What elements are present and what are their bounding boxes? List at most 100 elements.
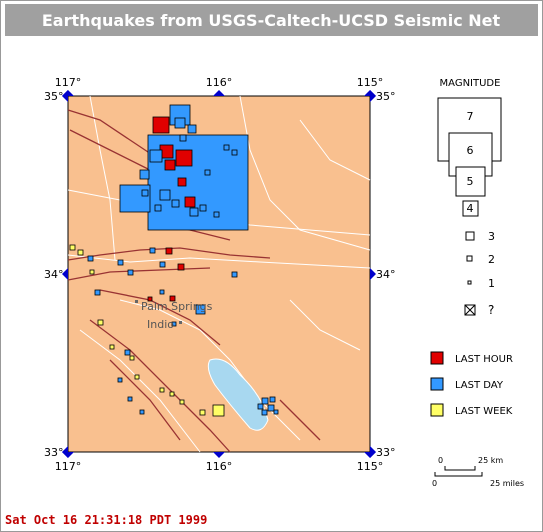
mag-box: [464, 304, 476, 316]
scale-label: 0: [432, 479, 437, 488]
road: [299, 119, 371, 181]
quake-marker: [159, 189, 171, 201]
quake-marker: [184, 196, 196, 208]
title-bar: [5, 4, 538, 36]
quake-marker: [165, 247, 173, 255]
city-marker: [179, 321, 182, 324]
mag-label: 1: [488, 277, 495, 290]
quake-marker: [171, 199, 180, 208]
quake-marker: [175, 149, 193, 167]
quake-marker: [87, 255, 94, 262]
quake-marker: [97, 319, 104, 326]
scale-label: 25 km: [478, 456, 503, 465]
quake-marker: [171, 321, 177, 327]
mag-box: [467, 280, 472, 285]
mag-box: [462, 200, 479, 217]
fault: [99, 289, 221, 346]
quake-marker: [154, 204, 162, 212]
graticule-marker: [370, 268, 376, 280]
quake-marker: [127, 396, 133, 402]
quake-marker: [149, 247, 156, 254]
mag-label: 4: [467, 202, 474, 215]
mag-box: [466, 255, 473, 262]
legend-label: LAST HOUR: [455, 354, 513, 365]
city-label: Indio: [147, 318, 174, 331]
fault: [67, 109, 161, 161]
quake-marker: [199, 409, 206, 416]
mag-label: 7: [467, 110, 474, 123]
quake-marker: [169, 391, 175, 397]
road: [239, 95, 371, 251]
road: [119, 299, 301, 441]
graticule-marker: [370, 446, 376, 458]
lon-label: 115°: [357, 460, 384, 473]
quake-marker: [141, 189, 149, 197]
legend-swatch: [430, 403, 444, 417]
city-label: Palm Springs: [141, 300, 213, 313]
roads: [67, 95, 371, 453]
mag-box: [455, 166, 486, 197]
legend-label: LAST DAY: [455, 380, 504, 391]
quake-marker: [119, 184, 151, 213]
magnitude-boxes: [437, 97, 502, 316]
quake-marker: [199, 204, 207, 212]
quake-marker: [257, 403, 264, 410]
scale-mi: [434, 472, 483, 477]
quake-marker: [149, 149, 163, 163]
quake-marker: [261, 409, 268, 416]
scale-km: [444, 466, 476, 471]
timestamp: Sat Oct 16 21:31:18 PDT 1999: [5, 513, 207, 527]
quake-marker: [174, 117, 186, 129]
graticule-marker: [213, 452, 225, 458]
mag-label: 6: [467, 144, 474, 157]
quake-marker: [231, 149, 238, 156]
legend-swatch: [430, 377, 444, 391]
scale-label: 25 miles: [490, 479, 524, 488]
road: [289, 299, 361, 351]
fault: [109, 359, 181, 441]
mag-box: [465, 231, 475, 241]
scale-bar: [434, 466, 483, 477]
quake-marker: [69, 244, 76, 251]
fault: [67, 247, 271, 261]
quake-marker: [124, 349, 131, 356]
mag-label: 5: [467, 175, 474, 188]
lat-label: 33°: [376, 446, 396, 459]
quake-marker: [179, 399, 185, 405]
quakes: [69, 104, 279, 417]
quake-marker: [147, 296, 153, 302]
lon-label: 116°: [206, 76, 233, 89]
quake-marker: [195, 304, 206, 315]
city-marker: [135, 300, 138, 303]
fault: [67, 267, 211, 281]
quake-marker: [261, 397, 269, 405]
quake-marker: [129, 355, 135, 361]
legend-label: LAST WEEK: [455, 406, 513, 417]
road: [89, 95, 116, 261]
graticule-marker: [62, 446, 68, 458]
quake-marker: [273, 409, 279, 415]
quake-marker: [204, 169, 211, 176]
road: [79, 329, 201, 453]
quake-marker: [159, 387, 165, 393]
mag-label: ?: [488, 303, 494, 317]
quake-marker: [139, 169, 150, 180]
quake-marker: [164, 159, 176, 171]
mag-label: 3: [488, 230, 495, 243]
quake-marker: [134, 374, 140, 380]
fault: [89, 319, 231, 453]
title: Earthquakes from USGS-Caltech-UCSD Seism…: [42, 11, 501, 30]
quake-marker: [159, 261, 166, 268]
quake-marker: [117, 377, 123, 383]
quake-marker: [212, 404, 225, 417]
lon-label: 117°: [55, 76, 82, 89]
road: [67, 254, 371, 269]
quake-marker: [269, 396, 276, 403]
quake-marker: [223, 144, 230, 151]
lon-label: 117°: [55, 460, 82, 473]
graticule-marker: [62, 90, 68, 102]
legend-title: MAGNITUDE: [440, 78, 501, 89]
quake-marker: [152, 116, 170, 134]
